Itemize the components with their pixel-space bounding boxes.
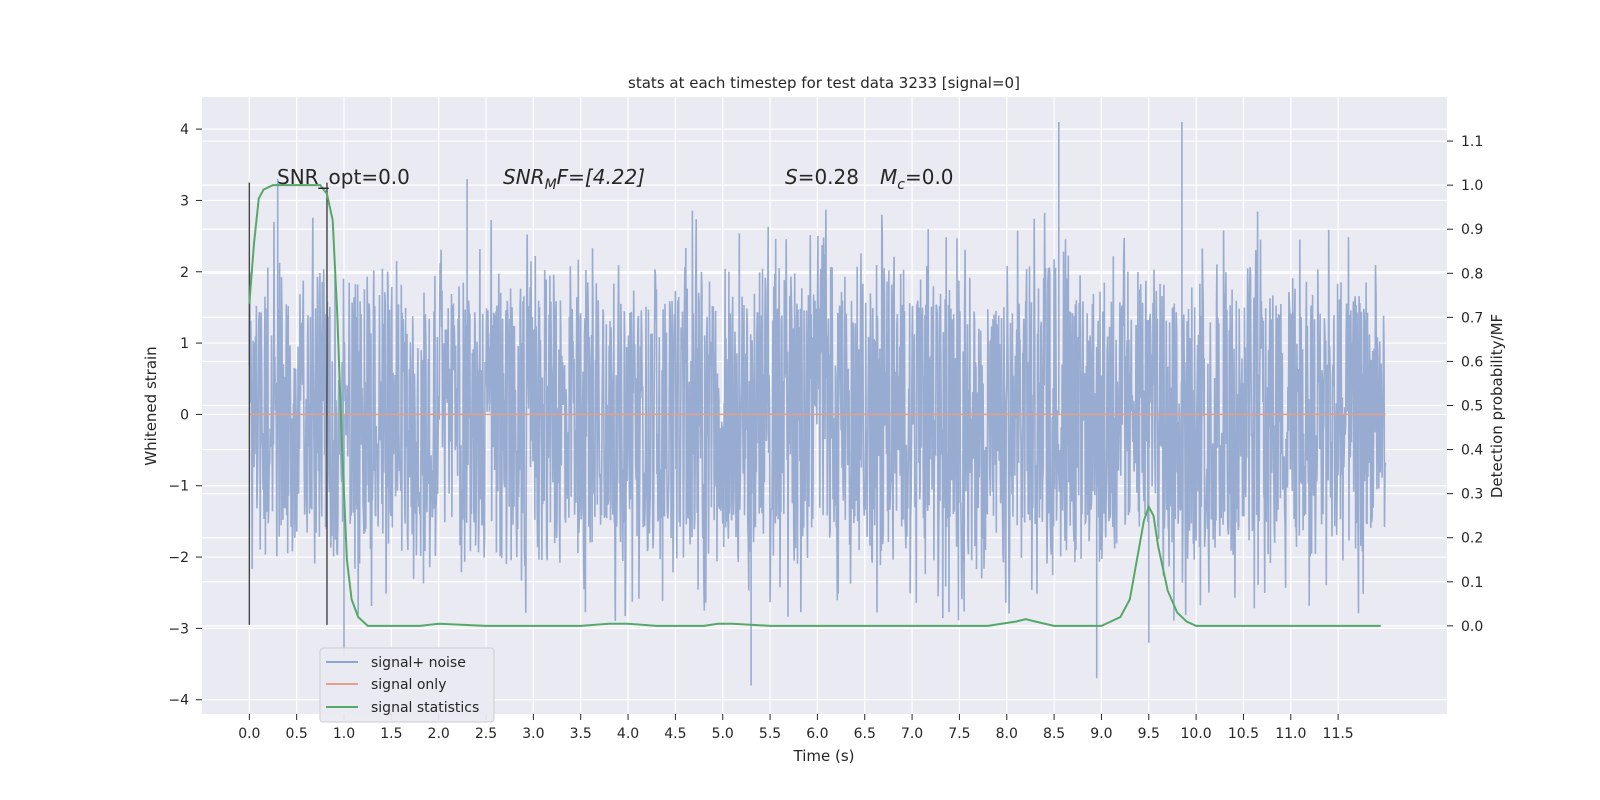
snr-mf-subscript: M [545,177,557,193]
x-tick-label: 8.5 [1043,726,1065,742]
y2-tick-label: 1.1 [1461,134,1483,150]
x-tick-label: 1.5 [380,726,402,742]
x-axis-ticks: 0.0 0.5 1.0 1.5 2.0 2.5 3.0 3.5 4.0 4.5 5.0 5.5 6.0 6… [238,714,1354,742]
legend: signal+ noise signal only signal statist… [319,647,495,723]
s-value: =0.28 [798,165,859,189]
legend-label-signal-only: signal only [371,677,446,693]
x-axis-title: Time (s) [793,747,855,765]
snr-mf-f: F=[4.22] [557,165,645,189]
x-tick-label: 1.0 [333,726,355,742]
x-tick-label: 2.5 [475,726,497,742]
x-tick-label: 9.5 [1138,726,1160,742]
y-tick-label: −1 [168,479,189,495]
x-tick-label: 10.5 [1228,726,1259,742]
y-axis-title: Whitened strain [142,346,160,465]
series-signal-statistics [248,184,1381,627]
legend-label-signal-noise: signal+ noise [371,655,466,671]
y-tick-label: −3 [168,621,189,637]
y2-tick-label: 0.8 [1461,266,1483,282]
signal-statistics-line [248,184,1381,627]
legend-label-signal-statistics: signal statistics [371,700,479,716]
x-tick-label: 9.0 [1090,726,1112,742]
y-tick-label: 3 [180,193,189,209]
mc-subscript: c [897,177,905,193]
y2-tick-label: 0.3 [1461,487,1483,503]
y-tick-label: 0 [180,407,189,423]
x-tick-label: 10.0 [1181,726,1212,742]
snr-mf-symbol: SNR [503,165,545,189]
s-symbol: S [785,165,798,189]
x-tick-label: 6.0 [806,726,828,742]
x-tick-label: 4.0 [617,726,639,742]
x-tick-label: 0.0 [238,726,260,742]
chart-title: stats at each timestep for test data 323… [628,74,1020,92]
y-tick-label: 2 [180,265,189,281]
annotation-snr-opt: SNR_opt=0.0 [277,165,410,189]
mc-symbol: M [880,165,897,189]
x-tick-label: 0.5 [286,726,308,742]
y2-tick-label: 0.6 [1461,354,1483,370]
series-signal-noise [248,122,1387,686]
legend-box [319,647,495,723]
y2-tick-label: 1.0 [1461,178,1483,194]
y2-tick-label: 0.5 [1461,399,1483,415]
signal-noise-line [248,122,1387,686]
y2-axis-title: Detection probability/MF [1488,314,1506,498]
annotation-mc: Mc=0.0 [880,165,954,193]
y2-tick-label: 0.1 [1461,575,1483,591]
annotation-s: S=0.28 [785,165,859,189]
y-axis-ticks: 4 3 2 1 0 −1 −2 −3 −4 [168,122,202,709]
y2-tick-label: 0.0 [1461,619,1483,635]
y-tick-label: 4 [180,122,189,138]
x-tick-label: 5.5 [759,726,781,742]
y2-tick-label: 0.2 [1461,531,1483,547]
x-tick-label: 5.0 [712,726,734,742]
y2-axis-ticks: 1.1 1.0 0.9 0.8 0.7 0.6 0.5 0.4 0.3 0.2 0.1 0.0 [1447,134,1483,635]
x-tick-label: 8.0 [996,726,1018,742]
y2-tick-label: 0.9 [1461,222,1483,238]
y-tick-label: −2 [168,550,189,566]
y-tick-label: 1 [180,336,189,352]
annotation-snr-mf: SNRMF=[4.22] [503,165,645,193]
x-tick-label: 11.5 [1323,726,1354,742]
x-tick-label: 11.0 [1275,726,1306,742]
y2-tick-label: 0.7 [1461,310,1483,326]
y-tick-label: −4 [168,693,189,709]
x-tick-label: 7.0 [901,726,923,742]
vertical-markers [248,182,328,625]
x-tick-label: 3.0 [522,726,544,742]
x-tick-label: 6.5 [854,726,876,742]
x-tick-label: 7.5 [948,726,970,742]
x-tick-label: 3.5 [570,726,592,742]
mc-value: =0.0 [905,165,954,189]
y2-tick-label: 0.4 [1461,443,1483,459]
x-tick-label: 2.0 [428,726,450,742]
x-tick-label: 4.5 [664,726,686,742]
